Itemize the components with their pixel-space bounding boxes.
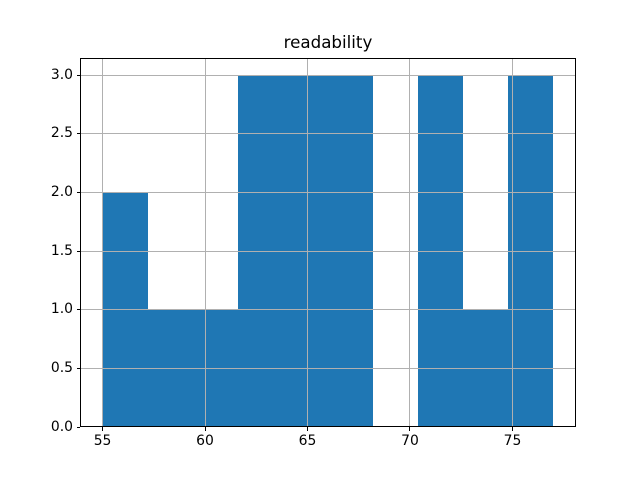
gridline-vertical <box>511 57 513 428</box>
x-tick-label: 60 <box>196 432 214 449</box>
y-tick-mark <box>76 133 80 135</box>
gridline-vertical <box>307 57 308 428</box>
x-tick-mark <box>307 427 308 431</box>
axes-frame <box>80 57 576 428</box>
y-tick-label: 0.0 <box>50 418 73 435</box>
x-tick-mark <box>409 427 411 431</box>
y-tick-label: 0.5 <box>50 360 73 377</box>
gridline-horizontal <box>80 192 576 194</box>
gridline-horizontal <box>80 368 576 370</box>
gridline-horizontal <box>80 250 576 252</box>
gridline-vertical <box>204 57 206 428</box>
y-tick-label: 2.5 <box>50 125 73 142</box>
y-tick-mark <box>76 309 80 311</box>
y-tick-label: 1.5 <box>50 242 73 259</box>
y-tick-mark <box>76 426 80 428</box>
gridline-vertical <box>102 57 104 428</box>
plot-area <box>80 57 576 428</box>
x-tick-label: 70 <box>401 432 419 449</box>
grid-layer <box>80 57 576 428</box>
x-tick-mark <box>102 427 104 431</box>
x-tick-label: 65 <box>298 432 317 449</box>
gridline-horizontal <box>80 74 576 76</box>
x-tick-label: 75 <box>503 432 522 449</box>
x-tick-mark <box>511 427 513 431</box>
y-tick-mark <box>76 192 80 194</box>
y-tick-mark <box>76 250 80 252</box>
x-tick-mark <box>204 427 206 431</box>
gridline-vertical <box>409 57 411 428</box>
y-tick-label: 2.0 <box>50 184 73 201</box>
y-tick-mark <box>76 368 80 370</box>
y-tick-label: 3.0 <box>50 66 73 83</box>
chart-title: readability <box>283 32 373 52</box>
gridline-horizontal <box>80 309 576 311</box>
x-tick-label: 55 <box>93 432 112 449</box>
gridline-horizontal <box>80 133 576 135</box>
y-tick-label: 1.0 <box>50 301 73 318</box>
y-tick-mark <box>76 74 80 76</box>
